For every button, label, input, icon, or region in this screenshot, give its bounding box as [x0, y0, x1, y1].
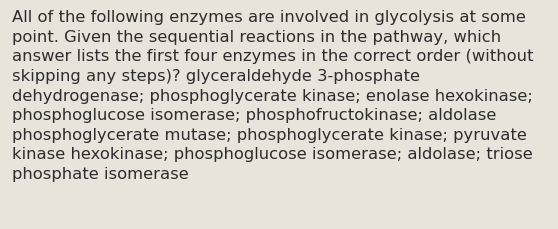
- Text: All of the following enzymes are involved in glycolysis at some
point. Given the: All of the following enzymes are involve…: [12, 10, 534, 181]
